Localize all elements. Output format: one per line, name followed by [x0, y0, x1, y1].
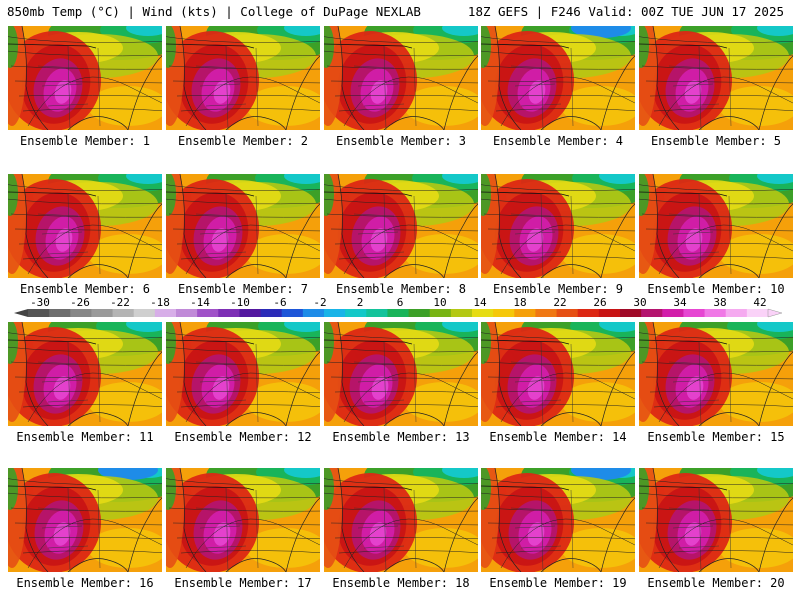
ensemble-member-map: [8, 174, 162, 278]
colorbar-segment: [535, 309, 558, 317]
ensemble-member-label: Ensemble Member: 20: [647, 576, 785, 590]
ensemble-member-label: Ensemble Member: 2: [177, 134, 309, 148]
colorbar-tick-label: -30: [30, 296, 50, 309]
ensemble-member-label: Ensemble Member: 17: [174, 576, 312, 590]
colorbar-segment: [450, 309, 473, 317]
ensemble-member-map: [481, 322, 635, 426]
colorbar-segment: [620, 309, 642, 317]
colorbar-tick-label: 38: [713, 296, 726, 309]
colorbar-segment: [28, 309, 50, 317]
colorbar-tick-label: 34: [673, 296, 687, 309]
colorbar-segment: [154, 309, 177, 317]
ensemble-member-label: Ensemble Member: 15: [647, 430, 785, 444]
ensemble-member-label: Ensemble Member: 14: [489, 430, 627, 444]
colorbar-segment: [556, 309, 579, 317]
colorbar-segment: [133, 309, 156, 317]
colorbar-segment: [176, 309, 198, 317]
ensemble-member-map: [166, 26, 320, 130]
colorbar-segment: [49, 309, 71, 317]
colorbar-tick-label: 10: [433, 296, 446, 309]
colorbar-segment: [598, 309, 621, 317]
colorbar-segment: [514, 309, 536, 317]
colorbar-segment: [218, 309, 240, 317]
map-title: 850mb Temp (°C) | Wind (kts) | College o…: [7, 4, 421, 19]
ensemble-member-map: [481, 174, 635, 278]
colorbar-segment: [345, 309, 367, 317]
ensemble-member-label: Ensemble Member: 4: [492, 134, 624, 148]
colorbar-tick-label: 30: [633, 296, 646, 309]
colorbar-segment: [91, 309, 114, 317]
ensemble-member-map: [324, 468, 478, 572]
temperature-colorbar: -30 -26 -22 -18 -14 -10 -6 -2 2 6 10 14 18 22 26 30 34 38…: [14, 296, 783, 318]
ensemble-member-map: [8, 322, 162, 426]
ensemble-member-map: [324, 174, 478, 278]
colorbar-segment: [683, 309, 706, 317]
model-run-info: 18Z GEFS | F246 Valid: 00Z TUE JUN 17 20…: [467, 4, 784, 19]
colorbar-max-arrow: [767, 308, 783, 318]
colorbar-segment: [493, 309, 515, 317]
colorbar-min-arrow: [14, 309, 28, 317]
ensemble-member-label: Ensemble Member: 18: [332, 576, 470, 590]
ensemble-member-map: [481, 468, 635, 572]
ensemble-member-label: Ensemble Member: 6: [19, 282, 151, 296]
colorbar-tick-label: 42: [753, 296, 766, 309]
colorbar-tick-label: 2: [357, 296, 364, 309]
ensemble-member-label: Ensemble Member: 7: [177, 282, 309, 296]
colorbar-segment: [704, 309, 727, 317]
colorbar-segment: [725, 309, 748, 317]
ensemble-member-label: Ensemble Member: 19: [489, 576, 627, 590]
ensemble-member-map: [324, 322, 478, 426]
ensemble-member-label: Ensemble Member: 16: [16, 576, 154, 590]
colorbar-tick-label: 18: [513, 296, 526, 309]
colorbar-tick-label: 22: [553, 296, 566, 309]
colorbar-segment: [429, 309, 452, 317]
colorbar-segment: [472, 309, 494, 317]
colorbar-tick-label: -26: [70, 296, 90, 309]
ensemble-member-map: [166, 468, 320, 572]
ensemble-member-map: [639, 468, 793, 572]
ensemble-member-label: Ensemble Member: 12: [174, 430, 312, 444]
colorbar-tick-label: -18: [150, 296, 170, 309]
colorbar-tick-label: 14: [473, 296, 487, 309]
ensemble-member-label: Ensemble Member: 8: [335, 282, 467, 296]
colorbar-segment: [197, 309, 219, 317]
ensemble-member-label: Ensemble Member: 13: [332, 430, 470, 444]
ensemble-member-map: [639, 26, 793, 130]
colorbar-segment: [302, 309, 325, 317]
ensemble-member-label: Ensemble Member: 9: [492, 282, 624, 296]
ensemble-member-map: [8, 468, 162, 572]
ensemble-member-map: [639, 322, 793, 426]
ensemble-member-label: Ensemble Member: 1: [19, 134, 151, 148]
colorbar-tick-label: -2: [313, 296, 326, 309]
colorbar-segment: [641, 309, 663, 317]
colorbar-tick-label: 26: [593, 296, 606, 309]
colorbar-tick-label: 6: [397, 296, 404, 309]
ensemble-member-label: Ensemble Member: 5: [650, 134, 782, 148]
colorbar-segment: [260, 309, 283, 317]
ensemble-member-map: [639, 174, 793, 278]
ensemble-member-map: [481, 26, 635, 130]
colorbar-segment: [662, 309, 684, 317]
ensemble-member-map: [8, 26, 162, 130]
colorbar-segment: [112, 309, 135, 317]
ensemble-member-label: Ensemble Member: 3: [335, 134, 467, 148]
colorbar-tick-label: -14: [190, 296, 210, 309]
colorbar-segment: [70, 309, 92, 317]
ensemble-member-label: Ensemble Member: 10: [647, 282, 785, 296]
colorbar-tick-label: -10: [230, 296, 250, 309]
colorbar-segment: [408, 309, 431, 317]
ensemble-member-map: [166, 322, 320, 426]
colorbar-segment: [746, 309, 769, 317]
colorbar-tick-label: -6: [273, 296, 286, 309]
colorbar-segment: [366, 309, 388, 317]
colorbar-tick-label: -22: [110, 296, 130, 309]
ensemble-member-map: [166, 174, 320, 278]
colorbar-segment: [387, 309, 410, 317]
colorbar-segment: [324, 309, 346, 317]
ensemble-member-label: Ensemble Member: 11: [16, 430, 154, 444]
colorbar-segment: [577, 309, 600, 317]
colorbar-segment: [281, 309, 304, 317]
colorbar-segment: [239, 309, 262, 317]
ensemble-member-map: [324, 26, 478, 130]
